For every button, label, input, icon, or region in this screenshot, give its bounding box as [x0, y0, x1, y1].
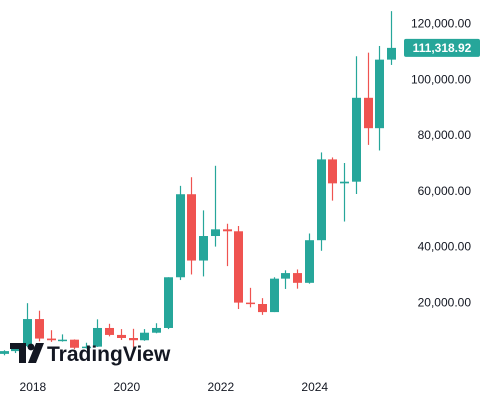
candle	[164, 277, 173, 330]
candle	[270, 277, 279, 313]
x-tick-label: 2022	[207, 380, 234, 394]
candle-body	[211, 229, 220, 237]
candle-body	[352, 97, 361, 182]
last-price-badge	[404, 38, 480, 57]
candle	[352, 56, 361, 194]
candle	[223, 223, 232, 267]
candle-body	[82, 346, 91, 349]
last-price-marker: 111,318.92	[404, 38, 480, 57]
tradingview-logo-icon	[10, 343, 44, 363]
candle	[152, 323, 161, 334]
candle	[317, 152, 326, 251]
candle-body	[364, 97, 373, 129]
candle-body	[0, 351, 9, 354]
y-tick-label: 20,000.00	[418, 295, 472, 309]
candle	[58, 334, 67, 342]
candle	[35, 310, 44, 342]
candle-body	[340, 181, 349, 184]
x-tick-label: 2018	[20, 380, 47, 394]
candle	[387, 11, 396, 65]
candle	[211, 165, 220, 247]
candle	[305, 233, 314, 284]
candle	[234, 225, 243, 310]
y-tick-label: 60,000.00	[418, 184, 472, 198]
candle-body	[35, 319, 44, 339]
candle	[293, 269, 302, 289]
candle-body	[375, 59, 384, 129]
tradingview-wordmark: TradingView	[47, 343, 171, 366]
candle	[246, 287, 255, 308]
y-tick-label: 40,000.00	[418, 240, 472, 254]
candle	[129, 328, 138, 348]
candle-body	[58, 339, 67, 342]
candle	[375, 45, 384, 151]
candle	[364, 52, 373, 145]
candle	[258, 298, 267, 315]
last-price-label: 111,318.92	[413, 41, 472, 55]
candle-body	[176, 194, 185, 278]
candle	[105, 323, 114, 337]
candle	[0, 350, 9, 356]
candle-body	[105, 327, 114, 335]
candle-body	[129, 338, 138, 341]
candle-body	[140, 332, 149, 341]
candle	[328, 157, 337, 201]
candle-body	[305, 240, 314, 283]
candle	[47, 330, 56, 342]
candle-body	[152, 327, 161, 333]
y-tick-label: 120,000.00	[411, 17, 471, 31]
candle-body	[23, 319, 32, 347]
candle-body	[164, 277, 173, 328]
candle-body	[328, 159, 337, 184]
candle-body	[223, 229, 232, 232]
y-tick-label: 80,000.00	[418, 128, 472, 142]
candle-body	[70, 339, 79, 348]
candle	[281, 270, 290, 289]
candle-body	[199, 236, 208, 261]
x-tick-label: 2020	[113, 380, 140, 394]
candle	[70, 339, 79, 350]
candle	[93, 319, 102, 347]
candle	[117, 329, 126, 340]
candle-body	[117, 334, 126, 339]
candle	[140, 329, 149, 341]
candle	[176, 185, 185, 281]
candle-body	[270, 278, 279, 313]
candle	[199, 210, 208, 277]
candle	[23, 303, 32, 347]
candle	[187, 177, 196, 275]
candle-body	[387, 47, 396, 60]
candle-body	[234, 231, 243, 303]
candle-body	[293, 273, 302, 283]
tradingview-watermark: TradingView	[10, 343, 171, 366]
candle	[340, 163, 349, 222]
y-tick-label: 100,000.00	[411, 72, 471, 86]
candle-body	[317, 159, 326, 241]
price-axis[interactable]: 120,000.00 100,000.00 80,000.00 60,000.00 40…	[411, 17, 471, 310]
candle-body	[281, 273, 290, 279]
candle-body	[187, 194, 196, 261]
candle-body	[93, 327, 102, 347]
candle-body	[246, 302, 255, 305]
candle-body	[258, 304, 267, 313]
candles	[0, 11, 396, 356]
time-axis[interactable]: 2018 2020 2022 2024	[20, 380, 329, 394]
candle-body	[47, 338, 56, 341]
x-tick-label: 2024	[301, 380, 328, 394]
candle	[82, 342, 91, 349]
